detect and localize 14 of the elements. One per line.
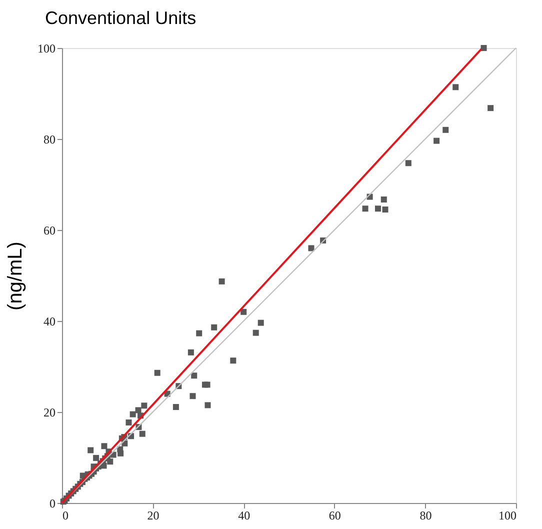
y-axis-title: (ng/mL) — [4, 242, 26, 310]
y-tick-label: 100 — [38, 42, 56, 56]
x-tick-label: 60 — [328, 508, 341, 522]
y-tick-label: 20 — [44, 406, 56, 420]
chart-title: Conventional Units — [45, 8, 196, 28]
x-tick-label: 20 — [147, 508, 160, 522]
y-tick-label: 0 — [50, 496, 56, 510]
x-tick-label: 100 — [498, 508, 516, 522]
x-tick-label: 80 — [420, 508, 432, 522]
y-tick-label: 60 — [44, 224, 56, 238]
y-tick-label: 40 — [44, 314, 56, 328]
x-tick-label: 0 — [62, 508, 68, 522]
x-tick-label: 40 — [238, 508, 250, 522]
y-tick-label: 80 — [44, 132, 56, 146]
